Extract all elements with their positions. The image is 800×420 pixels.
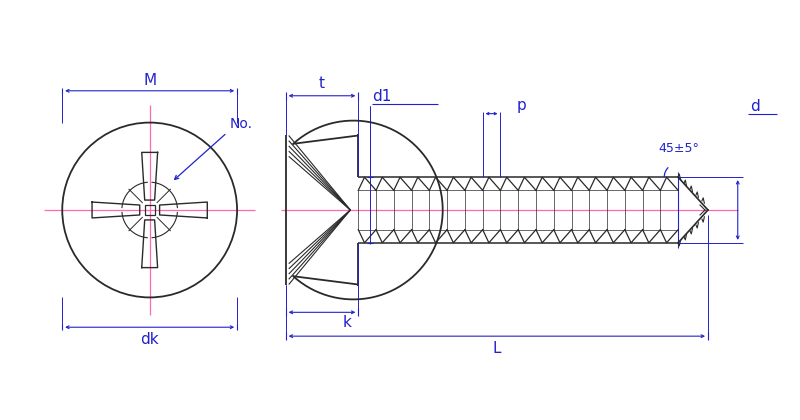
Text: 45±5°: 45±5° <box>658 142 699 155</box>
Text: No.: No. <box>229 116 252 131</box>
Text: t: t <box>319 76 325 91</box>
Text: d1: d1 <box>372 89 391 104</box>
Text: dk: dk <box>140 332 159 346</box>
Text: L: L <box>493 341 501 356</box>
Text: d: d <box>750 99 759 114</box>
Text: M: M <box>143 74 156 88</box>
Text: p: p <box>516 98 526 113</box>
Text: k: k <box>342 315 351 330</box>
